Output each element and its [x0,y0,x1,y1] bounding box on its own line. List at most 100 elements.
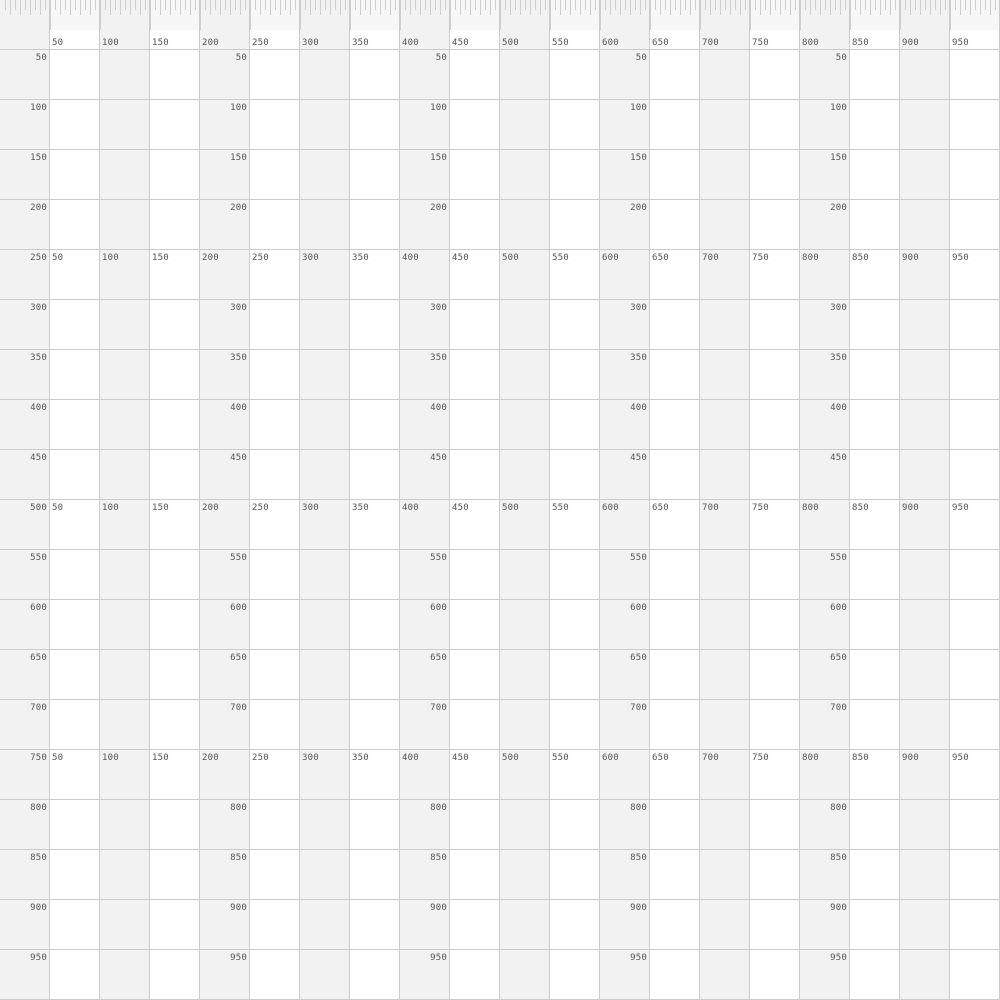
column-label: 750 [752,38,769,48]
row-label: 700 [630,703,647,713]
column-label: 200 [202,503,219,513]
column-label: 600 [602,753,619,763]
grid-line-horizontal [0,749,1000,750]
column-label: 300 [302,503,319,513]
row-label: 900 [30,903,47,913]
grid-line-horizontal [0,799,1000,800]
ruler-tick [200,0,201,30]
row-label: 100 [830,103,847,113]
ruler-tick [105,0,106,10]
row-label: 350 [830,353,847,363]
ruler-tick [600,0,601,30]
ruler-tick [390,0,391,15]
ruler-tick [60,0,61,15]
row-label: 900 [830,903,847,913]
row-label: 600 [30,603,47,613]
column-label: 900 [902,503,919,513]
row-label: 850 [430,853,447,863]
column-label: 850 [852,253,869,263]
ruler-tick [490,0,491,15]
column-label: 600 [602,503,619,513]
ruler-tick [685,0,686,10]
column-label: 900 [902,38,919,48]
ruler-tick [720,0,721,15]
ruler-tick [140,0,141,15]
column-label: 200 [202,38,219,48]
column-label: 850 [852,503,869,513]
row-label: 200 [30,203,47,213]
ruler-tick [230,0,231,15]
grid-line-horizontal [0,149,1000,150]
ruler-tick [825,0,826,10]
column-label: 550 [552,38,569,48]
column-band [0,0,50,1000]
row-label: 900 [230,903,247,913]
ruler-tick [90,0,91,15]
ruler-tick [795,0,796,10]
ruler-tick [775,0,776,10]
row-label: 100 [430,103,447,113]
row-label: 700 [430,703,447,713]
ruler-tick [360,0,361,15]
ruler-tick [675,0,676,10]
ruler-tick [310,0,311,15]
ruler-tick [645,0,646,10]
row-label: 350 [630,353,647,363]
row-label: 150 [230,153,247,163]
grid-line-horizontal [0,199,1000,200]
column-band [400,0,450,1000]
ruler-tick [260,0,261,15]
row-label: 300 [430,303,447,313]
row-label: 400 [630,403,647,413]
row-label: 850 [30,853,47,863]
row-label: 950 [630,953,647,963]
column-band [900,0,950,1000]
column-label: 150 [152,753,169,763]
ruler-tick [45,0,46,10]
ruler-tick [920,0,921,15]
ruler-tick [165,0,166,10]
ruler-tick [565,0,566,10]
grid-line-horizontal [0,549,1000,550]
grid-line-vertical [649,0,650,1000]
row-label: 500 [30,503,47,513]
ruler-tick [955,0,956,10]
row-label: 400 [830,403,847,413]
column-label: 250 [252,753,269,763]
ruler-tick [930,0,931,15]
row-label: 750 [30,753,47,763]
column-label: 550 [552,253,569,263]
ruler-tick [860,0,861,15]
ruler-tick [385,0,386,10]
ruler-tick [590,0,591,15]
row-label: 700 [230,703,247,713]
column-label: 500 [502,38,519,48]
ruler-tick [480,0,481,15]
ruler-tick [830,0,831,15]
column-label: 100 [102,753,119,763]
ruler-tick [135,0,136,10]
ruler-tick [740,0,741,15]
column-label: 700 [702,38,719,48]
ruler-tick [960,0,961,15]
ruler-tick [40,0,41,15]
ruler-tick [985,0,986,10]
ruler-tick [515,0,516,10]
ruler-tick [865,0,866,10]
ruler-tick [170,0,171,15]
ruler-tick [270,0,271,15]
grid-line-horizontal [0,849,1000,850]
column-label: 550 [552,753,569,763]
ruler-tick [915,0,916,10]
row-label: 650 [30,653,47,663]
row-label: 300 [230,303,247,313]
column-label: 800 [802,253,819,263]
column-label: 50 [52,503,64,513]
row-label: 650 [230,653,247,663]
ruler-tick [330,0,331,15]
ruler-tick [845,0,846,10]
ruler-tick [970,0,971,15]
row-label: 300 [630,303,647,313]
column-label: 650 [652,253,669,263]
ruler-tick [945,0,946,10]
